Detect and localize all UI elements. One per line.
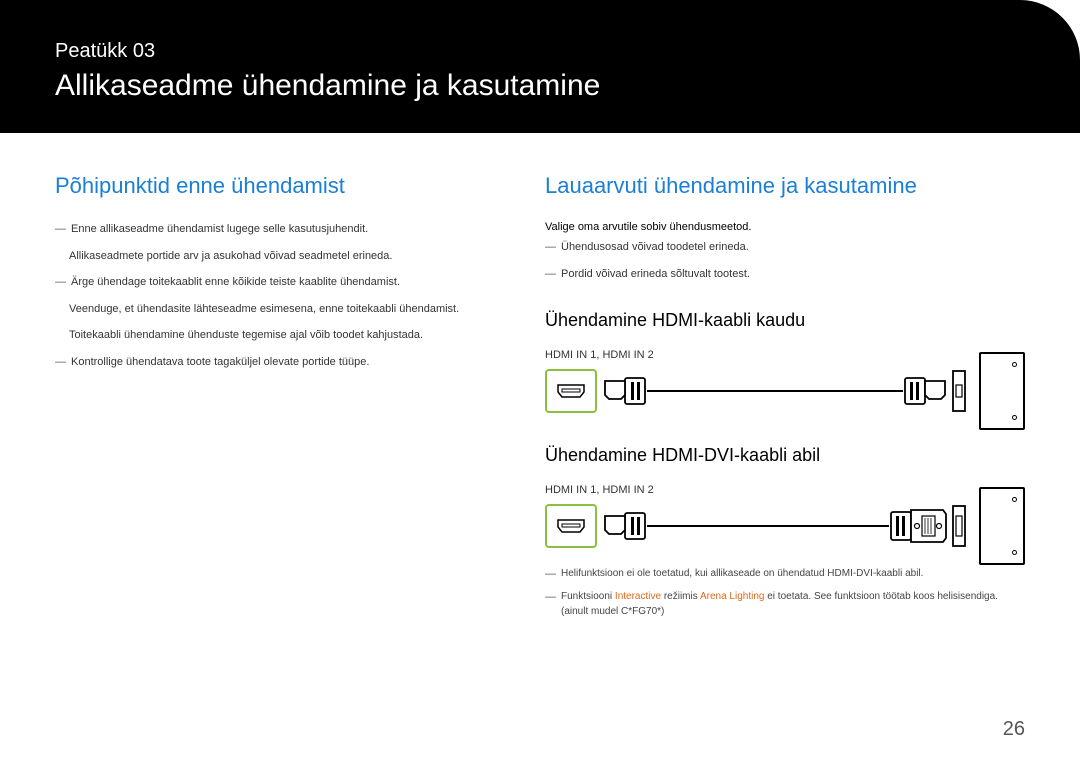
note-item: ― Pordid võivad erineda sõltuvalt tootes… (545, 266, 1025, 283)
right-column: Lauaarvuti ühendamine ja kasutamine Vali… (545, 173, 1025, 619)
hdmi-subheading: Ühendamine HDMI-kaabli kaudu (545, 310, 1025, 331)
hdmi-diagram (545, 365, 1025, 417)
note-text: Ärge ühendage toitekaablit enne kõikide … (71, 274, 400, 291)
keyword-highlight: Interactive (615, 591, 661, 602)
dash-icon: ― (55, 274, 66, 291)
chapter-header: Peatükk 03 Allikaseadme ühendamine ja ka… (0, 0, 1080, 133)
dvi-connector-icon (889, 506, 947, 546)
cable-line (647, 390, 903, 392)
note-subtext: Veenduge, et ühendasite lähteseadme esim… (69, 301, 495, 318)
hdmi-dvi-diagram (545, 500, 1025, 552)
note-text: Kontrollige ühendatava toote tagaküljel … (71, 354, 369, 371)
left-heading: Põhipunktid enne ühendamist (55, 173, 495, 199)
hdmi-slot-icon (557, 384, 585, 398)
footnote-item: ― Funktsiooni Interactive režiimis Arena… (545, 589, 1025, 619)
note-subtext: Allikaseadmete portide arv ja asukohad v… (69, 248, 495, 265)
note-item: ― Enne allikaseadme ühendamist lugege se… (55, 221, 495, 238)
device-port-icon (949, 369, 967, 413)
note-text: Pordid võivad erineda sõltuvalt tootest. (561, 266, 750, 283)
hdmi-slot-icon (557, 519, 585, 533)
dash-icon: ― (545, 239, 556, 256)
dash-icon: ― (545, 566, 556, 583)
note-text: Ühendusosad võivad toodetel erineda. (561, 239, 749, 256)
dash-icon: ― (55, 354, 66, 371)
footnote-item: ― Helifunktsioon ei ole toetatud, kui al… (545, 566, 1025, 583)
footnote-mid: režiimis (661, 591, 700, 602)
left-column: Põhipunktid enne ühendamist ― Enne allik… (55, 173, 495, 619)
device-port-icon (949, 504, 967, 548)
intro-text: Valige oma arvutile sobiv ühendusmeetod. (545, 221, 1025, 233)
note-item: ― Kontrollige ühendatava toote tagakülje… (55, 354, 495, 371)
footnote-pre: Funktsiooni (561, 591, 615, 602)
hdmi-connector-icon (603, 509, 647, 543)
pc-device-icon (979, 352, 1025, 430)
keyword-highlight: Arena Lighting (700, 591, 765, 602)
chapter-title: Allikaseadme ühendamine ja kasutamine (55, 69, 1025, 103)
dash-icon: ― (545, 266, 556, 283)
note-item: ― Ühendusosad võivad toodetel erineda. (545, 239, 1025, 256)
right-heading: Lauaarvuti ühendamine ja kasutamine (545, 173, 1025, 199)
dash-icon: ― (545, 589, 556, 606)
cable-line (647, 525, 889, 527)
note-subtext: Toitekaabli ühendamine ühenduste tegemis… (69, 327, 495, 344)
hdmi-port-icon (545, 504, 597, 548)
note-text: Enne allikaseadme ühendamist lugege sell… (71, 221, 368, 238)
dash-icon: ― (55, 221, 66, 238)
port-label: HDMI IN 1, HDMI IN 2 (545, 484, 1025, 496)
hdmi-port-icon (545, 369, 597, 413)
chapter-label: Peatükk 03 (55, 40, 1025, 63)
footnote-text: Helifunktsioon ei ole toetatud, kui alli… (561, 566, 923, 581)
note-item: ― Ärge ühendage toitekaablit enne kõikid… (55, 274, 495, 291)
footnote-text: Funktsiooni Interactive režiimis Arena L… (561, 589, 1025, 619)
port-label: HDMI IN 1, HDMI IN 2 (545, 349, 1025, 361)
hdmi-dvi-subheading: Ühendamine HDMI-DVI-kaabli abil (545, 445, 1025, 466)
pc-device-icon (979, 487, 1025, 565)
hdmi-connector-icon (903, 374, 947, 408)
content-area: Põhipunktid enne ühendamist ― Enne allik… (0, 133, 1080, 619)
hdmi-connector-icon (603, 374, 647, 408)
page-number: 26 (1003, 718, 1025, 741)
